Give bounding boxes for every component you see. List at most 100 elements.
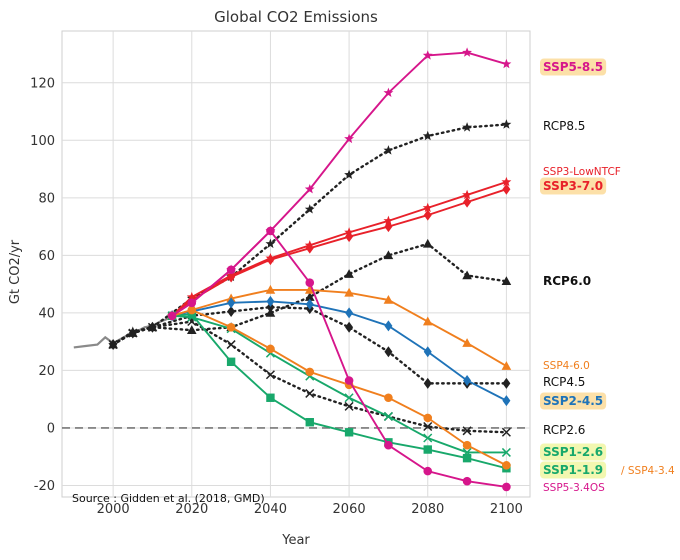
data-point <box>384 221 393 233</box>
data-point <box>265 370 275 380</box>
data-point <box>344 428 354 437</box>
data-point <box>266 254 275 266</box>
data-point <box>422 202 433 213</box>
data-point <box>187 298 197 308</box>
data-point <box>266 226 275 236</box>
data-point <box>501 119 512 129</box>
label-highlight <box>540 392 607 410</box>
series-ssp5-3-4os <box>167 226 511 492</box>
data-point <box>344 133 355 144</box>
label-ssp5-3-4os: SSP5-3.4OS <box>543 482 605 494</box>
data-point <box>383 294 394 304</box>
label-highlight <box>540 443 607 461</box>
scenario-label-text: SSP1-2.6 <box>543 445 603 459</box>
label-highlight <box>540 58 607 76</box>
data-point <box>345 321 354 333</box>
y-tick-label: 0 <box>47 421 55 436</box>
data-point <box>463 375 472 386</box>
data-point <box>462 47 473 57</box>
data-point <box>227 297 236 309</box>
x-tick-label: 2040 <box>254 502 287 517</box>
series-line <box>171 288 507 367</box>
label-rcp4-5: RCP4.5 <box>543 375 585 389</box>
data-point <box>383 411 393 421</box>
data-point <box>266 295 275 307</box>
data-point <box>344 169 355 180</box>
data-point <box>147 322 157 332</box>
data-point <box>423 445 432 454</box>
data-point <box>344 376 354 385</box>
data-point <box>344 393 354 403</box>
scenario-label-text: RCP2.6 <box>543 423 585 437</box>
data-point <box>344 269 354 278</box>
scenario-label-text: SSP3-7.0 <box>543 179 603 193</box>
data-point <box>422 50 433 60</box>
data-point <box>502 183 511 195</box>
label-ssp4-3-4: / SSP4-3.4 <box>621 465 675 477</box>
data-point <box>266 301 275 313</box>
data-point <box>226 322 236 332</box>
data-point <box>423 346 432 358</box>
data-point <box>501 427 511 437</box>
data-point <box>501 176 512 187</box>
data-point <box>345 307 354 319</box>
series-line <box>171 309 507 467</box>
data-point <box>383 250 394 260</box>
data-point <box>383 145 394 155</box>
data-point <box>423 466 433 476</box>
data-point <box>266 393 275 402</box>
data-point <box>502 377 511 389</box>
data-point <box>502 461 511 470</box>
data-point <box>345 231 354 243</box>
scenario-label-text: / SSP4-3.4 <box>621 465 675 477</box>
data-point <box>422 130 433 141</box>
data-point <box>501 58 512 69</box>
label-rcp2-6: RCP2.6 <box>543 423 585 437</box>
series-line <box>111 320 508 434</box>
data-point <box>501 276 512 286</box>
data-point <box>383 87 394 98</box>
y-axis-label: Gt CO2/yr <box>8 239 23 304</box>
data-point <box>304 284 315 294</box>
data-point <box>462 338 472 347</box>
label-ssp5-8-5: SSP5-8.5 <box>540 58 607 76</box>
data-point <box>226 340 236 350</box>
data-point <box>502 395 511 407</box>
data-point <box>167 311 177 321</box>
scenario-label-text: SSP3-LowNTCF <box>543 166 621 178</box>
label-highlight <box>540 461 607 479</box>
data-point <box>501 361 512 370</box>
data-point <box>463 196 472 208</box>
x-axis-label: Year <box>281 533 310 548</box>
data-point <box>305 278 315 287</box>
x-tick-label: 2060 <box>333 502 366 517</box>
grid-lines <box>62 31 530 497</box>
scenario-label-text: SSP2-4.5 <box>543 394 603 408</box>
data-point <box>462 122 473 132</box>
chart-title: Global CO2 Emissions <box>214 8 378 26</box>
scenario-label-text: SSP4-6.0 <box>543 360 590 372</box>
data-point <box>227 271 236 283</box>
data-point <box>384 393 393 403</box>
y-tick-label: 40 <box>38 306 55 321</box>
data-point <box>462 476 472 486</box>
scenario-label-text: SSP5-3.4OS <box>543 482 605 494</box>
data-point <box>422 238 433 248</box>
data-point <box>344 287 354 297</box>
series-line <box>172 313 507 470</box>
data-point <box>384 346 393 358</box>
data-point <box>384 440 393 450</box>
data-point <box>422 316 433 326</box>
series-layer <box>62 47 530 492</box>
series-line <box>171 300 507 402</box>
data-point <box>423 433 433 443</box>
label-ssp4-6-0: SSP4-6.0 <box>543 360 590 372</box>
y-tick-label: 100 <box>30 134 55 149</box>
data-point <box>462 270 472 280</box>
data-point <box>423 413 433 423</box>
data-point <box>344 401 354 411</box>
data-point <box>305 242 314 254</box>
data-point <box>226 357 236 367</box>
scenario-label-text: RCP4.5 <box>543 375 585 389</box>
